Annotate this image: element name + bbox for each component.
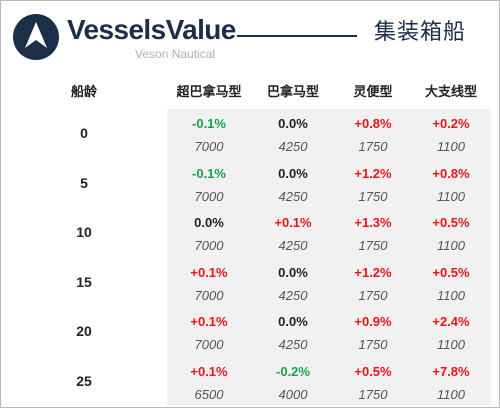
teu-size-post-panamax: 7000: [194, 188, 224, 204]
value-change-feeder: +0.2%: [432, 116, 470, 131]
teu-size-handy: 1750: [358, 337, 388, 352]
value-change-panamax: +0.1%: [274, 215, 312, 230]
age-label: 20: [76, 323, 92, 339]
column-header-feeder: 大支线型: [424, 85, 477, 100]
teu-size-post-panamax: 7000: [194, 287, 224, 303]
value-change-handy: +0.8%: [354, 116, 392, 131]
value-change-handy: +1.2%: [354, 264, 392, 280]
teu-size-handy: 1750: [358, 287, 388, 303]
teu-size-post-panamax: 7000: [194, 139, 224, 154]
teu-size-feeder: 1100: [437, 238, 465, 253]
teu-size-feeder: 1100: [437, 287, 465, 303]
value-change-panamax: 0.0%: [278, 264, 308, 280]
age-label: 5: [80, 174, 88, 191]
value-change-post-panamax: 0.0%: [194, 215, 224, 230]
teu-size-feeder: 1100: [437, 139, 465, 154]
value-change-panamax: 0.0%: [278, 165, 308, 181]
value-change-feeder: +2.4%: [432, 314, 470, 329]
column-header-handy: 灵便型: [353, 85, 393, 100]
teu-size-panamax: 4250: [278, 238, 308, 253]
value-change-handy: +1.2%: [354, 165, 392, 181]
value-change-handy: +0.5%: [354, 363, 392, 379]
age-label: 10: [76, 224, 92, 240]
teu-size-panamax: 4250: [278, 287, 308, 303]
teu-size-post-panamax: 7000: [194, 337, 224, 352]
age-column-header: 船龄: [70, 85, 97, 100]
teu-size-handy: 1750: [358, 188, 388, 204]
column-header-panamax: 巴拿马型: [266, 85, 319, 100]
value-change-panamax: -0.2%: [276, 363, 310, 379]
teu-size-panamax: 4250: [278, 188, 308, 204]
teu-size-feeder: 1100: [437, 188, 465, 204]
column-header-post-panamax: 超巴拿马型: [176, 85, 242, 100]
brand-name: VesselsValue: [67, 14, 236, 45]
teu-size-handy: 1750: [358, 139, 388, 154]
teu-size-post-panamax: 7000: [194, 238, 224, 253]
value-change-post-panamax: -0.1%: [192, 116, 226, 131]
teu-size-panamax: 4000: [278, 386, 308, 402]
teu-size-post-panamax: 6500: [194, 386, 224, 402]
value-change-handy: +0.9%: [354, 314, 392, 329]
age-label: 15: [76, 273, 92, 290]
teu-size-handy: 1750: [358, 386, 388, 402]
value-change-feeder: +0.5%: [432, 215, 470, 230]
teu-size-panamax: 4250: [278, 337, 308, 352]
value-change-post-panamax: +0.1%: [190, 314, 228, 329]
age-label: 25: [76, 372, 92, 389]
teu-size-panamax: 4250: [278, 139, 308, 154]
value-change-feeder: +0.8%: [432, 165, 470, 181]
teu-size-handy: 1750: [358, 238, 388, 253]
report-title: 集装箱船: [374, 20, 467, 45]
teu-size-feeder: 1100: [437, 337, 465, 352]
value-change-feeder: +0.5%: [432, 264, 470, 280]
value-change-panamax: 0.0%: [278, 314, 308, 329]
vesselsvalue-logo-icon: [13, 14, 59, 60]
age-label: 0: [80, 125, 88, 141]
header-divider: [237, 35, 357, 37]
value-change-feeder: +7.8%: [432, 363, 470, 379]
value-change-post-panamax: +0.1%: [190, 264, 228, 280]
teu-size-feeder: 1100: [437, 386, 465, 402]
value-change-handy: +1.3%: [354, 215, 392, 230]
brand-subtitle: Veson Nautical: [135, 47, 216, 61]
value-change-post-panamax: -0.1%: [192, 165, 226, 181]
value-change-post-panamax: +0.1%: [190, 363, 228, 379]
data-area-background: [167, 109, 491, 405]
value-change-panamax: 0.0%: [278, 116, 308, 131]
